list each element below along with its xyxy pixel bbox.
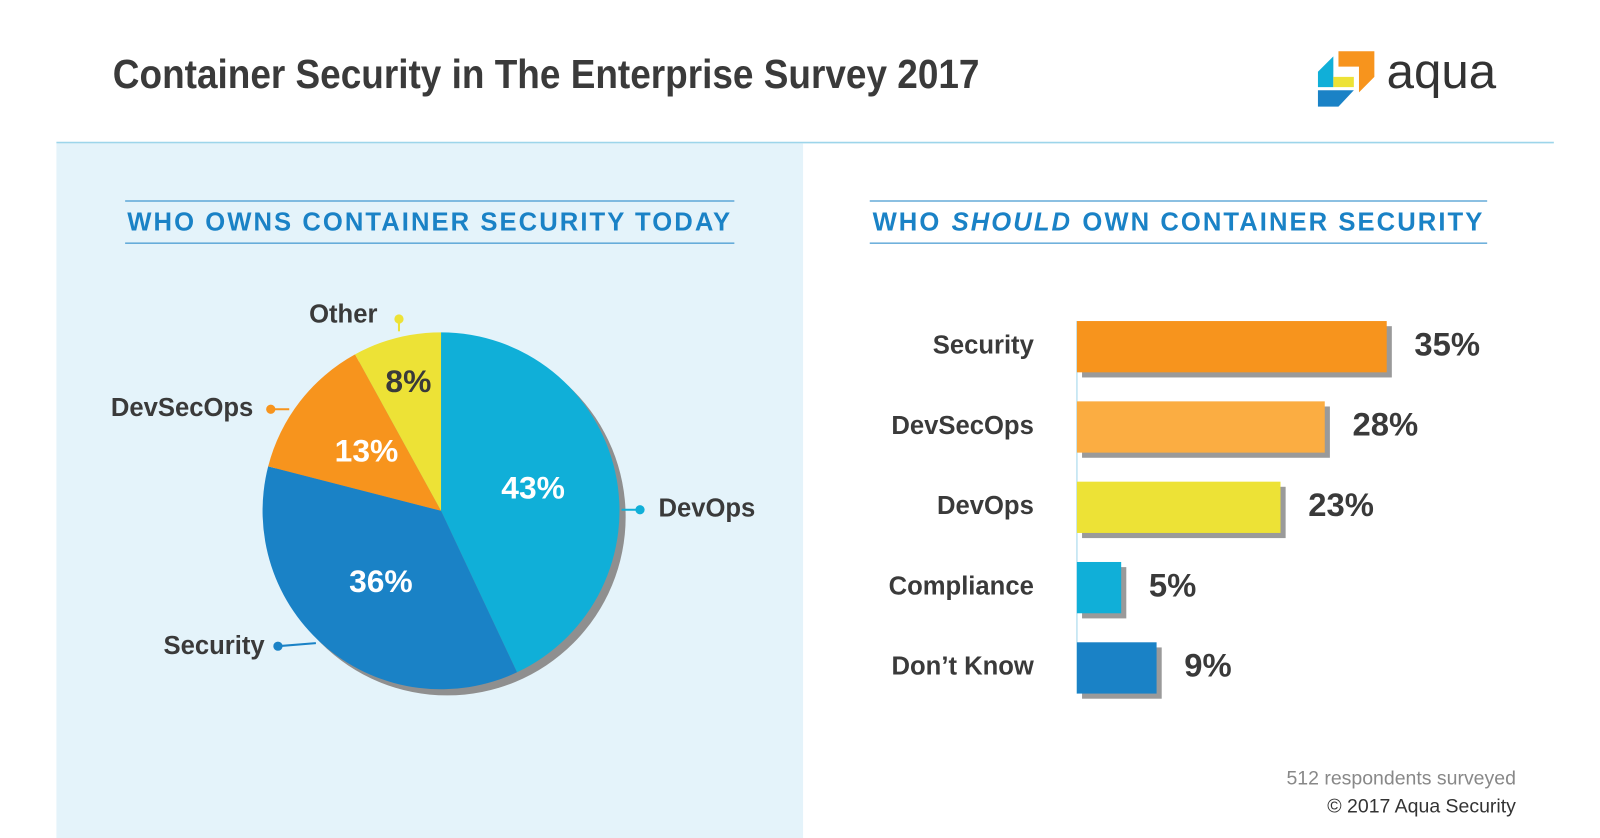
slice-category-label: Other [309, 301, 377, 329]
bar-value-label: 5% [1149, 566, 1196, 603]
bar-category-label: DevOps [937, 492, 1034, 520]
logo-shape [1317, 56, 1334, 88]
footer-note: 512 respondents surveyed [1286, 768, 1515, 790]
pie-title: WHO OWNS CONTAINER SECURITY TODAY [127, 208, 732, 236]
bar-title: WHO SHOULD OWN CONTAINER SECURITY [873, 208, 1485, 236]
bar [1076, 401, 1325, 453]
leader-dot [635, 505, 645, 515]
bar-category-label: Don’t Know [892, 653, 1034, 681]
bar-category-label: DevSecOps [891, 412, 1033, 440]
leader-dot [266, 404, 276, 414]
slice-value-label: 13% [335, 432, 399, 468]
logo-shape [1338, 51, 1375, 93]
slice-value-label: 36% [349, 563, 413, 599]
bar-value-label: 9% [1184, 647, 1231, 684]
logo: aqua [1317, 44, 1497, 107]
bar-value-label: 28% [1352, 406, 1418, 443]
slice-value-label: 8% [385, 363, 431, 399]
bar [1076, 642, 1157, 694]
bar-value-label: 35% [1414, 325, 1480, 362]
slice-value-label: 43% [501, 470, 565, 506]
bar-value-label: 23% [1308, 486, 1374, 523]
slice-category-label: Security [163, 632, 265, 660]
logo-text: aqua [1387, 44, 1497, 99]
leader-dot [273, 641, 283, 651]
pie-slice [262, 466, 518, 690]
bar-title-part: SHOULD [952, 208, 1073, 236]
page-title: Container Security in The Enterprise Sur… [113, 51, 980, 97]
bar [1076, 561, 1122, 614]
leader-dot [394, 314, 404, 324]
bar-category-label: Compliance [889, 572, 1034, 600]
logo-shape [1317, 90, 1354, 107]
footer-copyright: © 2017 Aqua Security [1327, 795, 1516, 817]
pie-slice [441, 332, 620, 673]
logo-shape [1333, 76, 1354, 88]
bar-title-part: WHO [873, 208, 942, 236]
bar-category-label: Security [933, 331, 1035, 359]
leader-line [277, 642, 316, 648]
slice-category-label: DevOps [658, 495, 755, 523]
bar [1076, 481, 1281, 533]
pie-slice [268, 354, 442, 511]
pie-slice [355, 332, 442, 511]
bar [1076, 321, 1387, 373]
bar-title-part: OWN CONTAINER SECURITY [1082, 208, 1484, 236]
slice-category-label: DevSecOps [111, 394, 253, 422]
